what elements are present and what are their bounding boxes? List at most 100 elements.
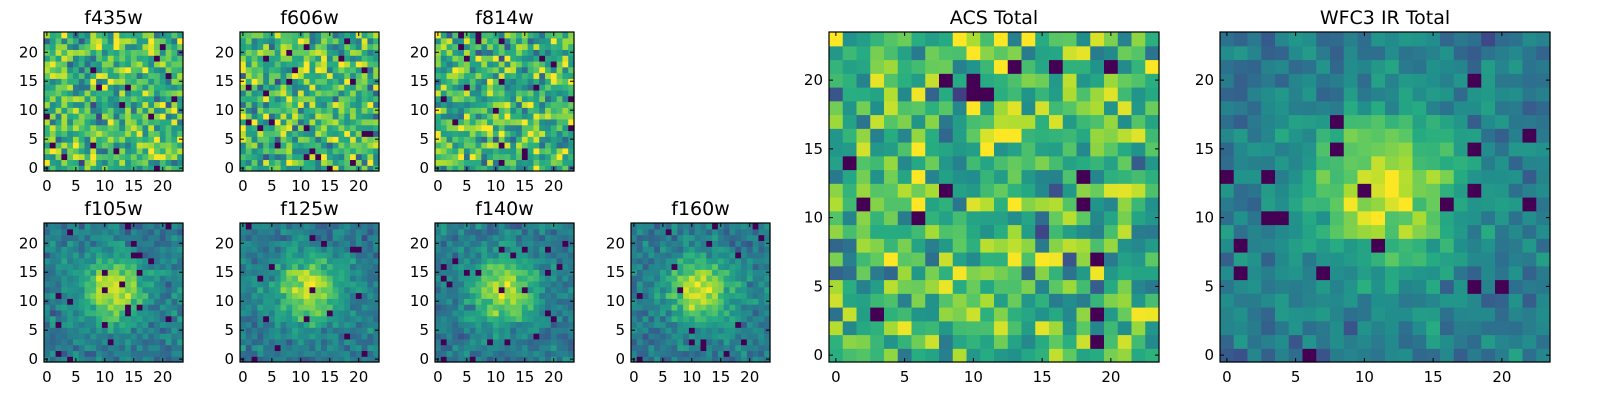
x-tick-label: 20 — [740, 368, 759, 386]
heatmap-cell — [1131, 307, 1146, 322]
heatmap-cell — [67, 153, 74, 161]
heatmap-cell — [741, 263, 748, 270]
heatmap-cell — [492, 286, 500, 294]
heatmap-cell — [292, 153, 299, 161]
heatmap-cell — [688, 251, 696, 259]
heatmap-cell — [469, 72, 477, 79]
heatmap-cell — [741, 356, 748, 363]
heatmap-cell — [44, 321, 51, 328]
heatmap-cell — [309, 153, 316, 161]
heatmap-cell — [321, 32, 328, 39]
heatmap-cell — [556, 37, 564, 45]
heatmap-cell — [1062, 183, 1078, 198]
heatmap-cell — [498, 286, 506, 294]
heatmap-cell — [648, 333, 655, 340]
heatmap-cell — [136, 304, 144, 311]
heatmap-cell — [545, 356, 552, 363]
heatmap-cell — [1090, 334, 1105, 349]
heatmap-cell — [884, 128, 899, 143]
heatmap-cell — [90, 263, 97, 270]
heatmap-cell — [84, 66, 91, 74]
heatmap-cell — [350, 234, 357, 241]
heatmap-cell — [171, 257, 178, 265]
heatmap-cell — [458, 292, 465, 299]
heatmap-cell — [498, 101, 506, 108]
heatmap-cell — [527, 228, 535, 236]
heatmap-cell — [119, 159, 126, 166]
heatmap-cell — [280, 240, 287, 247]
heatmap-cell — [297, 159, 305, 166]
heatmap-cell — [251, 234, 258, 241]
heatmap-cell — [741, 309, 748, 317]
heatmap-cell — [55, 228, 62, 236]
heatmap-cell — [446, 275, 453, 282]
heatmap-cell — [257, 43, 264, 50]
heatmap-cell — [446, 304, 453, 311]
heatmap-cell — [487, 344, 494, 352]
heatmap-cell — [452, 101, 459, 108]
heatmap-cell — [939, 293, 954, 308]
heatmap-cell — [55, 72, 62, 79]
heatmap-cell — [469, 344, 477, 352]
heatmap-cell — [723, 292, 731, 299]
heatmap-cell — [994, 252, 1009, 267]
heatmap-cell — [510, 165, 517, 172]
heatmap-cell — [148, 275, 155, 282]
heatmap-cell — [154, 356, 161, 363]
heatmap-cell — [1371, 320, 1386, 336]
heatmap-cell — [90, 107, 97, 114]
heatmap-cell — [717, 251, 725, 259]
heatmap-cell — [72, 263, 80, 270]
heatmap-cell — [870, 142, 885, 157]
heatmap-cell — [148, 113, 155, 120]
heatmap-cell — [171, 165, 178, 172]
heatmap-cell — [309, 269, 316, 276]
heatmap-cell — [165, 78, 173, 85]
heatmap-cell — [49, 251, 57, 259]
heatmap-cell — [1440, 348, 1455, 363]
heatmap-cell — [1131, 265, 1146, 281]
heatmap-cell — [344, 37, 351, 45]
heatmap-cell — [568, 344, 575, 352]
heatmap-cell — [72, 43, 80, 50]
heatmap-cell — [61, 49, 68, 56]
heatmap-cell — [533, 107, 540, 114]
heatmap-cell — [315, 338, 322, 346]
heatmap-cell — [694, 356, 702, 363]
heatmap-cell — [90, 37, 97, 45]
heatmap-cell — [44, 338, 51, 346]
heatmap-cell — [764, 257, 771, 265]
heatmap-cell — [159, 153, 167, 161]
heatmap-cell — [309, 292, 316, 299]
heatmap-cell — [435, 275, 442, 282]
heatmap-cell — [61, 147, 68, 155]
heatmap-cell — [510, 72, 517, 79]
heatmap-cell — [292, 113, 299, 120]
heatmap-cell — [1522, 348, 1537, 363]
heatmap-cell — [78, 275, 86, 282]
heatmap-cell — [165, 142, 173, 149]
heatmap-cell — [280, 356, 287, 363]
heatmap-cell — [101, 124, 109, 132]
heatmap-cell — [263, 356, 270, 363]
heatmap-cell — [492, 130, 500, 137]
heatmap-cell — [240, 263, 247, 270]
heatmap-cell — [469, 257, 477, 265]
heatmap-cell — [516, 118, 523, 126]
heatmap-cell — [49, 101, 57, 108]
heatmap-cell — [440, 43, 448, 50]
heatmap-cell — [842, 320, 858, 336]
heatmap-cell — [154, 333, 161, 340]
heatmap-cell — [1117, 45, 1133, 61]
heatmap-cell — [562, 49, 569, 56]
heatmap-cell — [96, 257, 103, 265]
heatmap-cell — [154, 350, 161, 357]
heatmap-cell — [177, 246, 184, 253]
heatmap-cell — [101, 72, 109, 79]
heatmap-cell — [49, 228, 57, 236]
heatmap-cell — [251, 269, 258, 276]
heatmap-cell — [758, 309, 765, 317]
heatmap-cell — [545, 118, 552, 126]
heatmap-cell — [136, 84, 144, 91]
heatmap-cell — [1076, 320, 1091, 336]
